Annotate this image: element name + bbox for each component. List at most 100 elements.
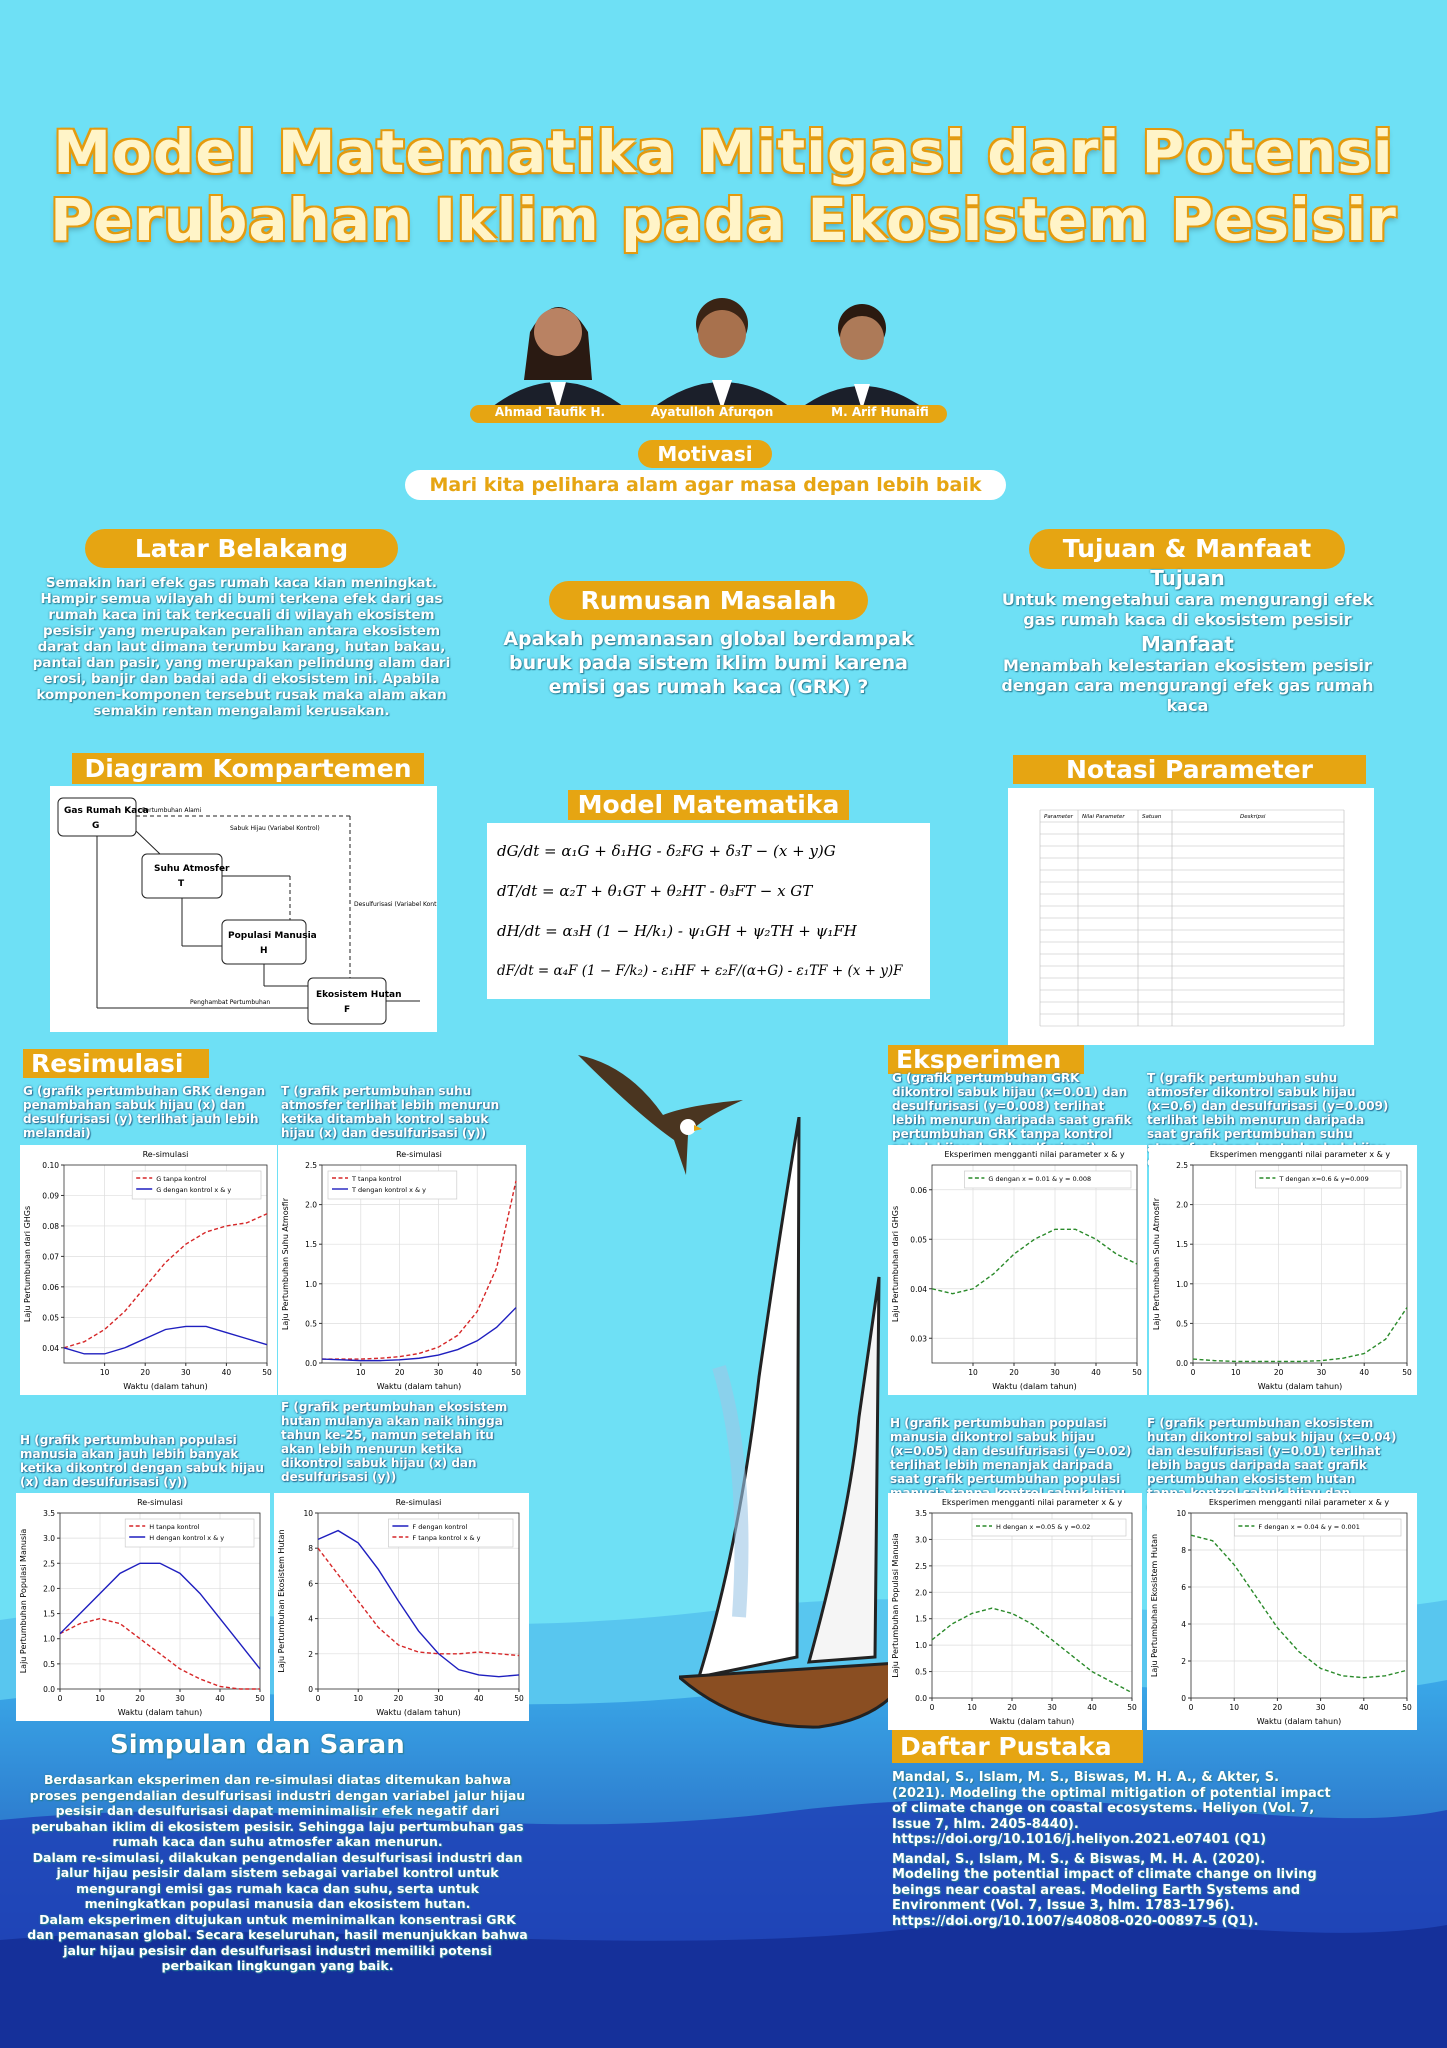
y-tick-label: 0.5 (915, 1668, 927, 1677)
x-tick-label: 40 (472, 1368, 482, 1377)
x-tick-label: 10 (100, 1368, 110, 1377)
x-tick-label: 30 (434, 1368, 444, 1377)
y-tick-label: 6 (308, 1579, 313, 1588)
data-line (1192, 1307, 1408, 1363)
equations: dG/dt = α₁G + δ₁HG - δ₂FG + δ₃T − (x + y… (487, 823, 930, 999)
section-text: Berdasarkan eksperimen dan re-simulasi d… (26, 1772, 529, 1974)
plot-frame (59, 1512, 261, 1690)
x-tick-label: 50 (1132, 1368, 1142, 1377)
y-axis-label: Laju Pertumbuhan dari GHGs (23, 1206, 32, 1322)
legend-box (124, 1518, 255, 1548)
data-line (317, 1547, 520, 1657)
x-tick-label: 50 (255, 1694, 265, 1703)
y-tick-label: 0.10 (42, 1161, 59, 1170)
x-axis-label: Waktu (dalam tahun) (376, 1708, 461, 1717)
author-name: M. Arif Hunaifi (831, 405, 929, 419)
y-tick-label: 0.05 (42, 1313, 59, 1322)
y-tick-label: 2.5 (1176, 1161, 1188, 1170)
x-tick-label: 40 (1359, 1368, 1369, 1377)
x-tick-label: 10 (967, 1703, 977, 1712)
data-line (317, 1529, 520, 1678)
data-line (931, 1228, 1138, 1295)
y-tick-label: 2.0 (915, 1588, 927, 1597)
x-tick-label: 10 (1229, 1703, 1239, 1712)
x-axis-label: Waktu (dalam tahun) (118, 1708, 203, 1717)
x-tick-label: 30 (1316, 1703, 1326, 1712)
x-tick-label: 50 (514, 1694, 524, 1703)
y-axis-label: Laju Pertumbuhan Populasi Manusia (19, 1529, 28, 1674)
legend-label: F dengan kontrol (412, 1523, 467, 1531)
x-tick-label: 0 (1191, 1368, 1196, 1377)
column-header: Parameter (1044, 814, 1074, 820)
x-axis-label: Waktu (dalam tahun) (1257, 1717, 1342, 1726)
sub-heading: Manfaat (1141, 632, 1234, 656)
x-tick-label: 40 (474, 1694, 484, 1703)
edge-label: Sabuk Hijau (Variabel Kontrol) (230, 825, 320, 832)
y-axis-label: Laju Pertumbuhan Suhu Atmosfir (281, 1197, 290, 1330)
y-tick-label: 2 (308, 1650, 313, 1659)
y-axis-label: Laju Pertumbuhan Ekosistem Hutan (1150, 1534, 1159, 1677)
y-tick-label: 0.07 (42, 1252, 59, 1261)
x-tick-label: 40 (1359, 1703, 1369, 1712)
y-tick-label: 2.5 (43, 1559, 55, 1568)
equation: dF/dt = α₄F (1 − F/k₂) - ε₁HF + ε₂F/(α+G… (497, 963, 903, 979)
legend-label: G dengan x = 0.01 & y = 0.008 (988, 1175, 1091, 1183)
x-axis-label: Waktu (dalam tahun) (990, 1717, 1075, 1726)
x-tick-label: 10 (356, 1368, 366, 1377)
data-line (931, 1607, 1133, 1694)
plot-title: Re-simulasi (143, 1150, 189, 1159)
x-tick-label: 50 (1402, 1368, 1412, 1377)
y-tick-label: 2.0 (305, 1201, 317, 1210)
legend-box (1234, 1518, 1402, 1537)
plot: Eksperimen mengganti nilai parameter x &… (1149, 1145, 1417, 1395)
legend-label: H tanpa kontrol (149, 1523, 199, 1531)
y-axis-label: Laju Pertumbuhan Ekosistem Hutan (277, 1529, 286, 1672)
section-heading: Tujuan & Manfaat (1029, 529, 1345, 569)
plot: Re-simulasi 0.04 0.05 0.06 0.07 0.08 0.09 0.10 1… (20, 1145, 277, 1395)
plot-frame (321, 1164, 517, 1364)
data-line (59, 1617, 260, 1690)
section-heading: Resimulasi (23, 1049, 209, 1078)
y-tick-label: 0.0 (43, 1685, 55, 1694)
section-heading: Motivasi (638, 440, 772, 468)
legend-box (964, 1170, 1132, 1189)
author-photos (488, 292, 926, 410)
y-tick-label: 1.5 (915, 1615, 927, 1624)
title-line: Model Matematika Mitigasi dari Potensi (53, 118, 1394, 186)
y-tick-label: 0.5 (43, 1660, 55, 1669)
y-tick-label: 1.0 (1176, 1280, 1188, 1289)
y-tick-label: 2 (1181, 1657, 1186, 1666)
paragraph: Berdasarkan eksperimen dan re-simulasi d… (29, 1772, 526, 1849)
plot-title: Re-simulasi (396, 1498, 442, 1507)
node-label: Ekosistem Hutan (316, 990, 402, 1000)
x-tick-label: 20 (1007, 1703, 1017, 1712)
x-tick-label: 40 (215, 1694, 225, 1703)
y-tick-label: 3.5 (43, 1509, 55, 1518)
node-symbol: H (260, 946, 268, 956)
column-header: Nilai Parameter (1082, 814, 1125, 820)
x-tick-label: 40 (1091, 1368, 1101, 1377)
plot-frame (1192, 1164, 1408, 1364)
plot: Re-simulasi 0 2 4 6 8 10 0 10 20 30 40 50 Waktu (dala… (274, 1493, 529, 1721)
y-tick-label: 0.08 (42, 1222, 59, 1231)
section-heading: Model Matematika (568, 790, 849, 820)
plot-caption: H (grafik pertumbuhan populasi manusia a… (20, 1433, 264, 1489)
section-heading: Notasi Parameter (1013, 755, 1366, 784)
x-tick-label: 30 (434, 1694, 444, 1703)
y-tick-label: 1.0 (915, 1641, 927, 1650)
plot-caption: H (grafik pertumbuhan populasi manusia d… (890, 1416, 1132, 1514)
legend-box (388, 1518, 514, 1548)
y-tick-label: 2.5 (915, 1562, 927, 1571)
data-line (59, 1562, 261, 1670)
paragraph: Dalam eksperimen ditujukan untuk meminim… (27, 1911, 528, 1974)
legend-box (327, 1170, 458, 1200)
y-tick-label: 4 (308, 1615, 313, 1624)
x-tick-label: 20 (1273, 1703, 1283, 1712)
y-tick-label: 10 (303, 1509, 313, 1518)
y-tick-label: 0.5 (305, 1319, 317, 1328)
legend-label: T dengan kontrol x & y (351, 1186, 426, 1194)
data-line (1190, 1534, 1408, 1679)
section-heading: Eksperimen (888, 1045, 1084, 1074)
x-tick-label: 20 (140, 1368, 150, 1377)
